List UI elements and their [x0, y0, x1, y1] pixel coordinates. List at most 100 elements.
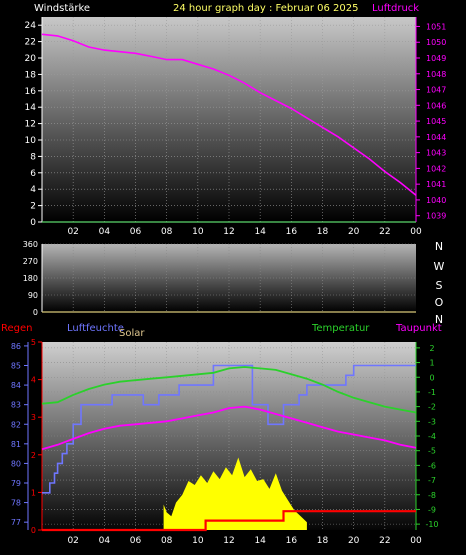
legend-solar: Solar — [119, 328, 145, 339]
direction-tick-label: 90 — [28, 291, 38, 300]
pressure-line — [41, 33, 417, 196]
temperature-tick-label: 1 — [429, 359, 434, 368]
legend-temperature: Temperatur — [311, 323, 370, 334]
pressure-header: Luftdruck — [372, 3, 419, 14]
wind-tick-label: 8 — [30, 152, 36, 162]
wind-tick-label: 10 — [25, 136, 37, 146]
x-tick-label: 18 — [317, 536, 329, 546]
temperature-tick-label: -8 — [428, 491, 436, 500]
wind-tick-label: 12 — [25, 120, 36, 130]
x-tick-label: 10 — [192, 227, 204, 237]
x-tick-label: 22 — [379, 536, 390, 546]
humidity-tick-label: 86 — [11, 342, 21, 351]
humidity-tick-label: 78 — [11, 499, 21, 508]
wind-tick-label: 6 — [30, 169, 36, 179]
pressure-tick-label: 1041 — [426, 180, 446, 189]
direction-tick-label: 270 — [23, 257, 38, 266]
pressure-tick-label: 1046 — [426, 101, 446, 110]
chart-title: 24 hour graph day : Februar 06 2025 — [173, 3, 358, 14]
x-tick-label: 00 — [410, 227, 422, 237]
pressure-tick-label: 1050 — [426, 38, 446, 47]
temperature-tick-label: -3 — [428, 417, 436, 426]
compass-label: W — [434, 260, 445, 273]
x-tick-label: 04 — [99, 227, 111, 237]
rain-tick-label: 3 — [31, 413, 36, 422]
x-tick-label: 16 — [286, 536, 298, 546]
humidity-tick-label: 79 — [11, 479, 21, 488]
pressure-tick-label: 1049 — [426, 54, 446, 63]
temperature-line — [41, 366, 417, 414]
x-tick-label: 06 — [130, 227, 142, 237]
wind-tick-label: 20 — [25, 54, 37, 64]
pressure-tick-label: 1045 — [426, 117, 446, 126]
temperature-tick-label: -10 — [425, 520, 438, 529]
pressure-tick-label: 1048 — [426, 70, 446, 79]
pressure-tick-label: 1039 — [426, 212, 446, 221]
x-tick-label: 18 — [317, 227, 329, 237]
rain-tick-label: 0 — [31, 526, 36, 535]
x-tick-label: 14 — [254, 536, 266, 546]
rain-tick-label: 4 — [31, 376, 36, 385]
x-tick-label: 12 — [223, 227, 234, 237]
chart-marks — [41, 33, 417, 532]
humidity-tick-label: 84 — [11, 381, 21, 390]
x-tick-label: 12 — [223, 536, 234, 546]
rain-tick-label: 1 — [31, 488, 36, 497]
compass-label: S — [436, 279, 443, 292]
temperature-tick-label: -7 — [428, 476, 436, 485]
x-tick-label: 06 — [130, 536, 142, 546]
rain-tick-label: 2 — [31, 451, 36, 460]
humidity-tick-label: 85 — [11, 362, 21, 371]
rain-tick-label: 5 — [31, 338, 36, 347]
direction-tick-label: 180 — [23, 274, 38, 283]
legend-dewpoint: Taupunkt — [395, 323, 442, 334]
humidity-tick-label: 83 — [11, 401, 21, 410]
pressure-tick-label: 1051 — [426, 22, 446, 31]
wind-speed-header: Windstärke — [34, 3, 90, 14]
solar-area — [163, 457, 307, 530]
humidity-tick-label: 77 — [11, 518, 21, 527]
x-tick-label: 08 — [161, 227, 173, 237]
rain-line — [42, 510, 416, 532]
direction-tick-label: 0 — [33, 308, 38, 317]
x-tick-label: 02 — [67, 227, 78, 237]
x-tick-label: 16 — [286, 227, 298, 237]
temperature-tick-label: 2 — [429, 344, 434, 353]
temperature-tick-label: -4 — [428, 432, 436, 441]
compass-label: N — [435, 240, 443, 253]
x-tick-label: 10 — [192, 536, 204, 546]
x-tick-label: 04 — [99, 536, 111, 546]
temperature-tick-label: -1 — [428, 388, 436, 397]
temperature-tick-label: -2 — [428, 403, 436, 412]
wind-tick-label: 18 — [25, 70, 37, 80]
humidity-tick-label: 82 — [11, 420, 21, 429]
humidity-line — [42, 364, 416, 494]
pressure-tick-label: 1047 — [426, 86, 446, 95]
pressure-tick-label: 1043 — [426, 149, 446, 158]
humidity-tick-label: 81 — [11, 440, 21, 449]
wind-tick-label: 2 — [30, 202, 36, 212]
temperature-tick-label: -6 — [428, 461, 436, 470]
x-tick-label: 20 — [348, 536, 360, 546]
compass-label: N — [435, 313, 443, 326]
wind-tick-label: 14 — [25, 103, 37, 113]
wind-tick-label: 4 — [30, 185, 36, 195]
x-tick-label: 08 — [161, 536, 173, 546]
pressure-tick-label: 1042 — [426, 164, 446, 173]
temperature-tick-label: -5 — [428, 447, 436, 456]
legend-humidity: Luftfeuchte — [67, 323, 124, 334]
legend-rain: Regen — [1, 323, 33, 334]
wind-tick-label: 0 — [30, 218, 36, 228]
direction-tick-label: 360 — [23, 240, 38, 249]
compass-label: O — [435, 296, 444, 309]
tick-labels: 0246810121416182022241039104010411042104… — [11, 21, 447, 546]
wind-tick-label: 22 — [25, 38, 36, 48]
pressure-tick-label: 1040 — [426, 196, 446, 205]
temperature-tick-label: -9 — [428, 505, 436, 514]
dewpoint-line — [41, 405, 417, 451]
wind-tick-label: 24 — [25, 21, 37, 31]
x-tick-label: 00 — [410, 536, 422, 546]
temperature-tick-label: 0 — [429, 373, 434, 382]
wind-tick-label: 16 — [25, 87, 37, 97]
